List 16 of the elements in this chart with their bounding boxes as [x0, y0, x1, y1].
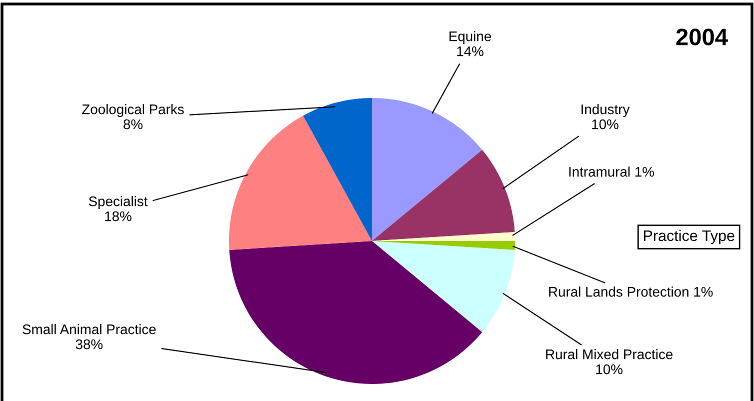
data-label: 10% — [592, 119, 618, 130]
slice-label: Specialist — [88, 196, 148, 209]
slice-label: Small Animal Practice — [22, 324, 156, 334]
slice-label: Rural Lands Protection 1% — [549, 286, 713, 297]
slice-label: Zoological Parks — [82, 104, 184, 117]
data-label: 18% — [105, 211, 132, 222]
slice-label: Rural Mixed Practice — [546, 349, 673, 360]
data-label: 10% — [596, 364, 622, 374]
data-label: 14% — [457, 46, 484, 56]
data-label: 38% — [76, 339, 103, 350]
legend-title: Practice Type — [644, 230, 734, 244]
data-label: 8% — [124, 119, 143, 130]
slice-label: Equine — [450, 31, 492, 44]
slice-label: Intramural 1% — [569, 166, 654, 177]
chart-title: 2004 — [676, 28, 728, 46]
slice-label: Industry — [582, 104, 630, 117]
